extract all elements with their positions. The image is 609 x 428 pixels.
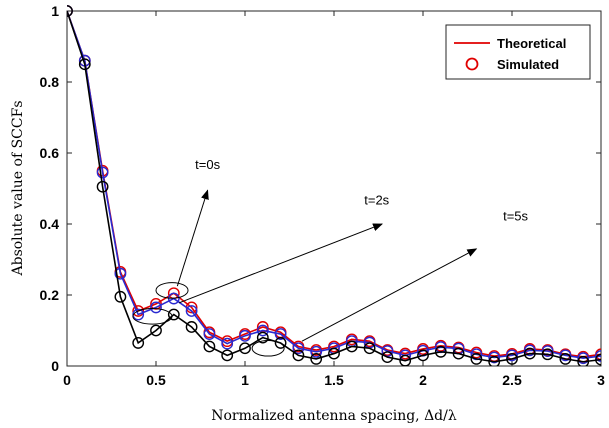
x-axis-title: Normalized antenna spacing, Δd/λ [211, 408, 457, 424]
series-point [114, 267, 127, 280]
series-point [417, 349, 429, 362]
series-point [506, 352, 518, 365]
annotation-arrow [301, 248, 478, 342]
annotation-t-0s: t=0s [155, 157, 221, 299]
series-point [221, 337, 234, 350]
series-point [256, 324, 269, 337]
series-point [345, 340, 358, 353]
series-point [167, 292, 180, 305]
axis-ticks [66, 10, 602, 367]
y-tick-label: 0.8 [40, 74, 60, 90]
y-tick-label: 0 [51, 358, 59, 374]
x-tick-label: 0 [63, 372, 71, 388]
annotation-t-2s: t=2s [132, 192, 390, 325]
series-point [150, 301, 162, 314]
x-tick-label: 1.5 [324, 372, 344, 388]
series-point [577, 355, 590, 366]
series-point [559, 352, 572, 365]
x-tick-label: 1 [241, 372, 249, 388]
series-point [434, 345, 447, 358]
series-point [328, 347, 340, 360]
series-point [114, 290, 127, 303]
legend: Theoretical Simulated [445, 24, 591, 80]
x-tick-label: 2.5 [502, 372, 522, 388]
series-point [203, 328, 216, 340]
annotation-ellipse [251, 339, 285, 357]
series-point [470, 352, 483, 365]
series-point [381, 351, 394, 364]
legend-simulated-marker [465, 57, 479, 71]
series-point [399, 354, 412, 366]
series-point [452, 347, 465, 360]
series-point [541, 348, 554, 361]
series-point [96, 166, 109, 179]
series-point [274, 328, 287, 340]
series-point [185, 321, 198, 333]
series-point [577, 352, 590, 365]
legend-simulated-label: Simulated [497, 57, 559, 72]
series-point [292, 349, 305, 362]
series-point [541, 345, 554, 357]
annotation-label: t=5s [503, 208, 528, 223]
annotation-ellipse [132, 307, 173, 325]
series-point [185, 305, 198, 317]
series-point [488, 355, 501, 366]
series-point [559, 349, 572, 362]
series-layer [67, 5, 601, 366]
series-point [595, 350, 601, 362]
x-tick-label: 2 [419, 372, 427, 388]
y-tick-label: 0.2 [40, 287, 60, 303]
series-point [67, 5, 73, 17]
series-point [239, 342, 251, 355]
series-point [239, 329, 251, 342]
series-point [96, 180, 109, 193]
legend-theoretical-label: Theoretical [497, 36, 566, 51]
annotation-t-5s: t=5s [251, 208, 529, 357]
series-t-5s [67, 5, 601, 366]
y-axis-title: Absolute value of SCCFs [10, 101, 26, 277]
series-point [523, 344, 536, 357]
annotation-label: t=2s [364, 192, 389, 207]
series-point [292, 342, 305, 355]
annotation-ellipse [155, 282, 189, 299]
x-tick-label: 3 [597, 372, 605, 388]
x-tick-labels: 0 0.5 1 1.5 2 2.5 3 [63, 372, 605, 388]
series-point [256, 331, 269, 344]
annotation-arrow [178, 223, 383, 304]
series-point [506, 349, 518, 362]
annotation-arrow [176, 189, 209, 287]
series-point [310, 352, 323, 365]
series-line [67, 10, 601, 363]
series-point [78, 58, 91, 71]
series-point [274, 337, 287, 349]
series-point [310, 345, 323, 358]
series-point [203, 340, 216, 353]
series-point [595, 353, 601, 366]
series-point [488, 351, 501, 364]
y-tick-label: 1 [51, 3, 59, 19]
series-point [132, 337, 145, 349]
x-tick-label: 0.5 [146, 372, 166, 388]
annotation-layer: t=0s t=2s t=5s [132, 157, 529, 357]
series-point [363, 342, 376, 355]
y-tick-label: 0.6 [40, 145, 60, 161]
series-point [523, 347, 536, 360]
series-point [221, 349, 234, 362]
series-point [167, 308, 180, 321]
y-tick-labels: 0 0.2 0.4 0.6 0.8 1 [40, 3, 60, 374]
annotation-label: t=0s [195, 157, 220, 172]
series-point [150, 324, 162, 337]
y-tick-label: 0.4 [40, 216, 60, 232]
series-point [132, 305, 145, 317]
